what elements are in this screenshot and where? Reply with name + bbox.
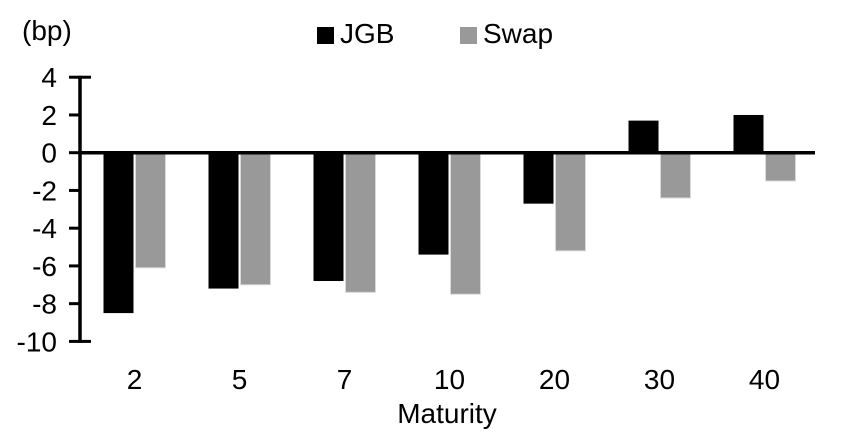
bar-swap-10: [450, 152, 481, 295]
y-tick-label: -2: [32, 175, 57, 206]
y-tick-label: 2: [41, 100, 57, 131]
legend-label-swap: Swap: [483, 18, 553, 49]
bar-swap-5: [240, 152, 271, 286]
y-tick-label: -8: [32, 289, 57, 320]
x-tick-label: 20: [539, 364, 570, 395]
bar-swap-30: [660, 152, 691, 199]
bar-swap-40: [765, 152, 796, 182]
y-tick-label: -10: [17, 326, 57, 357]
bar-jgb-30: [628, 120, 659, 153]
x-tick-label: 7: [337, 364, 353, 395]
legend: JGB Swap: [317, 18, 553, 49]
bar-swap-2: [135, 152, 166, 269]
legend-label-jgb: JGB: [340, 18, 394, 49]
bar-swap-7: [345, 152, 376, 293]
y-axis-unit-label: (bp): [22, 15, 72, 46]
legend-item-swap: Swap: [460, 18, 553, 49]
x-tick-label: 5: [232, 364, 248, 395]
bar-jgb-40: [733, 114, 764, 153]
y-tick-labels: 4 2 0 -2 -4 -6 -8 -10: [17, 62, 57, 357]
x-tick-labels: 2 5 7 10 20 30 40: [127, 364, 780, 395]
bar-jgb-5: [208, 152, 239, 289]
y-tick-label: -4: [32, 213, 57, 244]
bar-jgb-2: [103, 152, 134, 314]
y-tick-label: 4: [41, 62, 57, 93]
x-tick-label: 40: [749, 364, 780, 395]
bar-jgb-7: [313, 152, 344, 282]
legend-swatch-swap: [460, 27, 477, 44]
axes-layer: [69, 75, 815, 343]
bars-layer: [103, 114, 796, 314]
legend-item-jgb: JGB: [317, 18, 394, 49]
x-tick-label: 10: [434, 364, 465, 395]
bar-jgb-20: [523, 152, 554, 204]
y-tick-label: 0: [41, 138, 57, 169]
x-tick-label: 30: [644, 364, 675, 395]
x-tick-label: 2: [127, 364, 143, 395]
legend-swatch-jgb: [317, 27, 334, 44]
y-tick-label: -6: [32, 251, 57, 282]
bar-jgb-10: [418, 152, 449, 255]
x-axis-title: Maturity: [397, 398, 497, 429]
bar-swap-20: [555, 152, 586, 252]
